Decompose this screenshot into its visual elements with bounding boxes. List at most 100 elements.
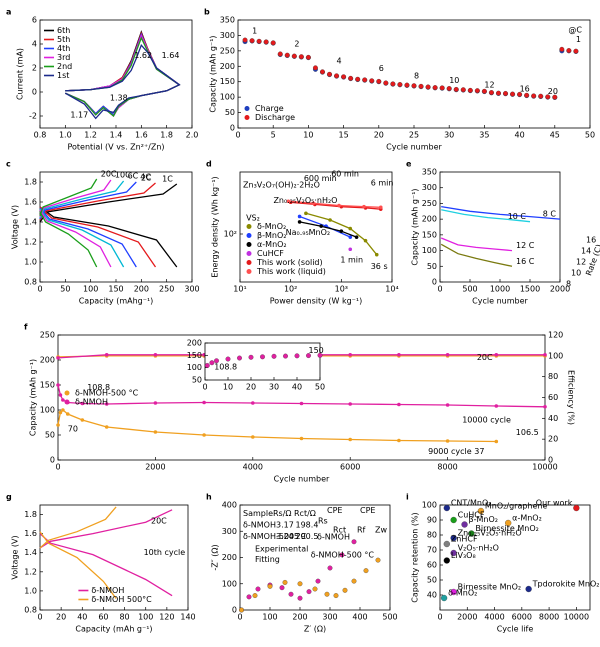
x-axis-label: Cycle number	[472, 297, 528, 306]
y-tick-label: 250	[40, 331, 55, 340]
x-axis-label: Capacity (mAh g⁻¹)	[75, 625, 152, 634]
series-label: 10 C	[508, 212, 527, 221]
data-point	[153, 430, 158, 434]
annotation: δ-NMOH	[243, 520, 276, 529]
annotation: 3.17	[276, 520, 294, 529]
x-axis-label: Cycle number	[274, 475, 330, 484]
legend-label: δ-NMOH-500 °C	[75, 389, 139, 398]
series-label: Birnessite MnO₂	[475, 524, 539, 533]
data-point	[538, 93, 544, 99]
series-label: 1C	[162, 175, 173, 184]
data-point	[531, 93, 537, 99]
y2-tick-label: 20	[548, 435, 558, 444]
y-tick-label: 50	[192, 376, 202, 385]
annotation: 2	[294, 39, 299, 48]
series-label: V₂O₅·nH₂O	[458, 544, 499, 553]
x-tick-label: 500	[462, 285, 477, 294]
legend-swatch	[246, 269, 252, 274]
y-tick-label: 150	[187, 351, 202, 360]
data-point	[440, 594, 448, 602]
annotation: 10	[449, 76, 459, 85]
y-tick-label: 200	[187, 339, 202, 348]
data-point	[248, 354, 254, 360]
y-axis-label: Capacity (mAh g⁻¹)	[209, 35, 218, 112]
data-point	[56, 383, 60, 387]
data-point	[80, 418, 85, 422]
y-tick-label: 70	[427, 546, 437, 555]
legend-label: Discharge	[255, 113, 295, 122]
series-label: Tpdorokite MnO₂	[532, 580, 600, 589]
annotation: 10000 cycle	[462, 416, 511, 425]
data-point	[481, 88, 487, 94]
legend-label: This work (solid)	[256, 258, 323, 267]
data-point	[80, 401, 85, 406]
annotation: 198.4	[296, 520, 319, 529]
y2-tick-label: 60	[548, 393, 558, 402]
data-point	[58, 410, 63, 415]
data-point	[239, 607, 244, 613]
x-tick-label: 0	[202, 383, 207, 392]
x-tick-label: 100	[138, 613, 153, 622]
annotation: 1.64	[162, 51, 180, 60]
series-label: MnO₂/graphene	[485, 502, 548, 511]
data-point	[411, 83, 417, 89]
x-tick-label: 20	[246, 383, 256, 392]
y-tick-label: 250	[220, 46, 235, 55]
x-tick-label: 80	[119, 613, 129, 622]
y-tick-label: 100	[422, 501, 437, 510]
legend-label: 5th	[57, 35, 70, 44]
annotation: Sample	[243, 509, 273, 518]
z-tick-label: 16	[586, 236, 596, 245]
x-axis-label: Capacity (mAhg⁻¹)	[79, 297, 154, 306]
x-tick-label: 10⁴	[385, 285, 398, 294]
annotation: Rf	[357, 526, 366, 535]
data-point	[202, 400, 206, 405]
annotation: 108.8	[214, 363, 237, 372]
data-point	[204, 363, 210, 368]
legend-label: 4th	[57, 44, 70, 53]
x-tick-label: 150	[108, 285, 123, 294]
data-point	[348, 226, 353, 231]
x-tick-label: 0.8	[34, 131, 47, 140]
x-tick-label: 200	[292, 613, 307, 622]
y-tick-label: 200	[422, 215, 437, 224]
panel-label: e	[406, 160, 412, 169]
annotation: Zw	[375, 526, 387, 535]
data-point	[363, 238, 368, 243]
data-point	[305, 54, 311, 60]
data-point	[315, 578, 321, 584]
x-tick-label: 40	[515, 131, 525, 140]
data-point	[443, 557, 450, 564]
data-point	[467, 87, 473, 93]
panel-label: c	[6, 160, 11, 169]
legend-label: δ-MnO₂	[257, 222, 286, 231]
legend-label: This work (liquid)	[256, 267, 326, 276]
annotation: 16	[520, 85, 530, 94]
data-point	[510, 91, 516, 97]
data-point	[376, 78, 382, 84]
y-tick-label: 100	[220, 93, 235, 102]
panel-label: i	[406, 493, 409, 502]
series-label: 20C	[101, 170, 117, 179]
data-point	[383, 80, 389, 86]
data-point	[202, 433, 206, 437]
y-tick-label: 350	[422, 168, 437, 177]
data-point	[443, 504, 450, 512]
y-axis-label: Voltage (V)	[11, 205, 20, 249]
x-tick-label: 50	[585, 131, 595, 140]
y-tick-label: 1.2	[24, 238, 37, 247]
series-line	[64, 43, 181, 120]
panel-label: d	[206, 160, 212, 169]
y-axis-label: Capacity (mAh g⁻¹)	[411, 188, 420, 265]
series-label: 2C	[141, 174, 152, 183]
x-tick-label: 300	[184, 285, 199, 294]
data-point	[284, 52, 290, 58]
series-label: 16 C	[516, 257, 535, 266]
x-tick-label: 2.0	[186, 131, 199, 140]
series-label: Birnessite MnO₂	[458, 583, 522, 592]
data-point	[525, 585, 532, 593]
x-axis-label: Cycle life	[497, 625, 534, 634]
data-point	[348, 75, 354, 81]
data-point	[351, 578, 357, 584]
annotation: 290.5	[296, 532, 319, 541]
